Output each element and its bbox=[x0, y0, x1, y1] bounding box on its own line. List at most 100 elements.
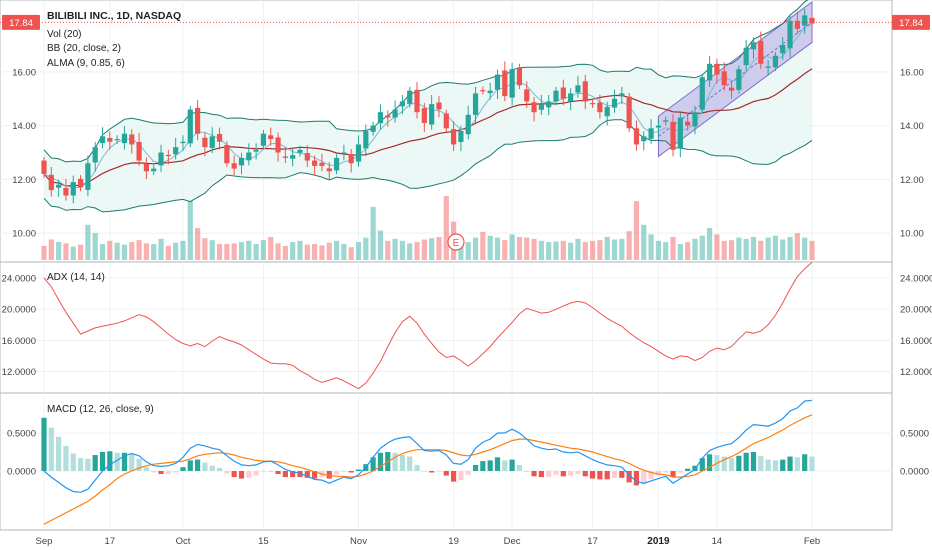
macd-histogram-bar[interactable] bbox=[553, 471, 559, 475]
macd-histogram-bar[interactable] bbox=[224, 471, 230, 474]
macd-histogram-bar[interactable] bbox=[392, 452, 398, 471]
candle[interactable] bbox=[260, 133, 267, 146]
macd-histogram-bar[interactable] bbox=[304, 471, 310, 478]
macd-histogram-bar[interactable] bbox=[568, 471, 574, 476]
volume-bar[interactable] bbox=[714, 234, 720, 260]
volume-bar[interactable] bbox=[509, 234, 515, 260]
volume-bar[interactable] bbox=[377, 230, 384, 260]
volume-bar[interactable] bbox=[421, 239, 427, 260]
candle[interactable] bbox=[253, 149, 259, 152]
candle[interactable] bbox=[246, 152, 252, 161]
candle[interactable] bbox=[685, 121, 691, 126]
volume-bar[interactable] bbox=[290, 242, 296, 260]
candle[interactable] bbox=[165, 154, 171, 157]
macd-histogram-bar[interactable] bbox=[180, 467, 186, 471]
volume-bar[interactable] bbox=[633, 201, 640, 260]
volume-bar[interactable] bbox=[604, 236, 610, 260]
volume-bar[interactable] bbox=[794, 233, 800, 260]
macd-histogram-bar[interactable] bbox=[626, 471, 632, 483]
volume-bar[interactable] bbox=[721, 240, 727, 260]
macd-histogram-bar[interactable] bbox=[143, 467, 149, 471]
volume-bar[interactable] bbox=[707, 228, 713, 260]
candle[interactable] bbox=[180, 141, 186, 144]
macd-histogram-bar[interactable] bbox=[121, 452, 128, 471]
volume-bar[interactable] bbox=[626, 231, 632, 260]
macd-histogram-bar[interactable] bbox=[794, 457, 800, 471]
macd-histogram-bar[interactable] bbox=[582, 471, 588, 477]
candle[interactable] bbox=[216, 133, 223, 142]
macd-histogram-bar[interactable] bbox=[436, 471, 442, 472]
earnings-marker[interactable] bbox=[447, 233, 465, 251]
volume-bar[interactable] bbox=[546, 242, 552, 260]
adx-pane[interactable] bbox=[43, 262, 813, 390]
macd-histogram-bar[interactable] bbox=[312, 471, 318, 479]
volume-bar[interactable] bbox=[787, 236, 793, 260]
macd-histogram-bar[interactable] bbox=[560, 471, 566, 477]
macd-histogram-bar[interactable] bbox=[604, 471, 610, 480]
volume-bar[interactable] bbox=[341, 244, 347, 260]
candle[interactable] bbox=[224, 144, 230, 164]
volume-bar[interactable] bbox=[224, 244, 230, 260]
macd-histogram-bar[interactable] bbox=[136, 458, 142, 471]
macd-histogram-bar[interactable] bbox=[743, 452, 749, 471]
candle[interactable] bbox=[341, 152, 347, 154]
candle[interactable] bbox=[107, 137, 113, 142]
volume-bar[interactable] bbox=[48, 239, 54, 260]
macd-pane[interactable] bbox=[41, 399, 815, 525]
volume-bar[interactable] bbox=[312, 244, 318, 260]
macd-histogram-bar[interactable] bbox=[758, 455, 764, 471]
candle[interactable] bbox=[290, 155, 296, 159]
candle[interactable] bbox=[312, 160, 318, 166]
volume-bar[interactable] bbox=[180, 240, 186, 260]
volume-bar[interactable] bbox=[370, 206, 376, 260]
macd-histogram-bar[interactable] bbox=[348, 471, 354, 473]
macd-histogram-bar[interactable] bbox=[165, 471, 171, 475]
candle[interactable] bbox=[597, 102, 603, 113]
candle[interactable] bbox=[70, 182, 76, 196]
volume-bar[interactable] bbox=[99, 244, 106, 260]
candle[interactable] bbox=[487, 90, 493, 94]
macd-histogram-bar[interactable] bbox=[589, 471, 596, 479]
volume-bar[interactable] bbox=[472, 237, 479, 260]
macd-histogram-bar[interactable] bbox=[692, 465, 698, 471]
candle[interactable] bbox=[611, 98, 618, 108]
bollinger-upper-band[interactable] bbox=[43, 0, 812, 163]
volume-bar[interactable] bbox=[436, 236, 442, 260]
candle[interactable] bbox=[129, 134, 135, 145]
macd-histogram-bar[interactable] bbox=[641, 471, 647, 484]
macd-histogram-bar[interactable] bbox=[480, 461, 486, 471]
candle[interactable] bbox=[531, 102, 537, 113]
candle[interactable] bbox=[187, 109, 193, 144]
volume-bar[interactable] bbox=[319, 245, 325, 260]
macd-histogram-bar[interactable] bbox=[238, 471, 245, 479]
candle[interactable] bbox=[63, 187, 69, 196]
candle[interactable] bbox=[56, 184, 62, 188]
volume-bar[interactable] bbox=[209, 240, 215, 260]
volume-bar[interactable] bbox=[663, 242, 669, 260]
volume-bar[interactable] bbox=[326, 242, 332, 260]
macd-histogram-bar[interactable] bbox=[377, 452, 384, 471]
candle[interactable] bbox=[407, 90, 413, 104]
volume-bar[interactable] bbox=[802, 237, 808, 260]
macd-histogram-bar[interactable] bbox=[787, 456, 793, 471]
macd-histogram-bar[interactable] bbox=[151, 471, 157, 473]
macd-histogram-bar[interactable] bbox=[195, 459, 201, 471]
macd-histogram-bar[interactable] bbox=[472, 464, 479, 471]
candle[interactable] bbox=[238, 157, 245, 166]
candle[interactable] bbox=[538, 104, 544, 110]
volume-bar[interactable] bbox=[253, 244, 259, 260]
candle[interactable] bbox=[429, 104, 435, 125]
volume-bar[interactable] bbox=[692, 238, 698, 260]
candle[interactable] bbox=[553, 90, 559, 102]
volume-bar[interactable] bbox=[348, 247, 354, 260]
volume-bar[interactable] bbox=[143, 243, 149, 260]
candle[interactable] bbox=[85, 163, 91, 190]
macd-histogram-bar[interactable] bbox=[611, 471, 618, 478]
macd-histogram-bar[interactable] bbox=[458, 471, 464, 481]
macd-histogram-bar[interactable] bbox=[721, 456, 727, 471]
candle[interactable] bbox=[158, 152, 164, 166]
candle[interactable] bbox=[319, 162, 325, 166]
volume-bar[interactable] bbox=[114, 242, 120, 260]
candle[interactable] bbox=[195, 107, 201, 134]
volume-bar[interactable] bbox=[758, 240, 764, 260]
